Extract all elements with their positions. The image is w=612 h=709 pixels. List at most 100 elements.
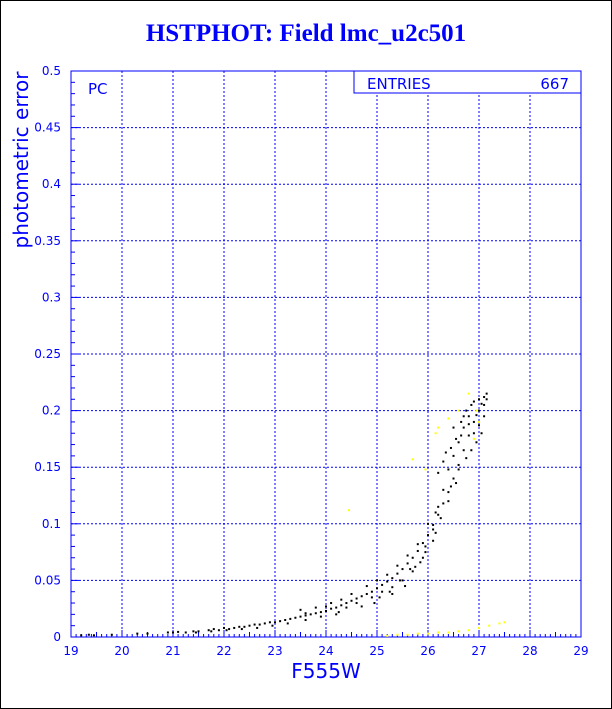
y-tick-label: 0.05	[34, 573, 61, 587]
data-point	[350, 599, 353, 602]
data-point	[401, 568, 404, 571]
data-point	[449, 485, 452, 488]
y-tick-label: 0.4	[42, 177, 61, 191]
data-point	[388, 590, 391, 593]
data-point	[345, 606, 348, 609]
data-point	[210, 630, 213, 633]
data-point	[472, 437, 475, 440]
data-point	[80, 634, 83, 637]
data-point	[289, 617, 292, 620]
x-tick-label: 19	[63, 644, 78, 658]
data-point	[256, 626, 259, 629]
data-point	[432, 523, 435, 526]
data-point	[335, 606, 338, 609]
data-point	[419, 561, 422, 564]
stats-entries-label: ENTRIES	[367, 75, 431, 93]
data-point	[340, 604, 343, 607]
data-point	[406, 633, 409, 636]
data-point	[475, 409, 478, 412]
data-point	[427, 522, 429, 525]
data-point	[248, 624, 251, 627]
data-point	[350, 592, 353, 595]
data-point	[437, 513, 440, 516]
data-point	[411, 458, 414, 461]
data-point	[396, 564, 399, 567]
y-tick-label: 0.25	[34, 347, 61, 361]
data-point	[411, 556, 414, 559]
data-point	[470, 403, 473, 406]
data-point	[319, 615, 322, 618]
data-point	[355, 597, 358, 600]
data-point	[355, 602, 358, 605]
stats-box: ENTRIES 667	[353, 70, 582, 94]
data-point	[503, 621, 506, 624]
chart-title: HSTPHOT: Field lmc_u2c501	[145, 20, 467, 47]
axis-ticks: 19 20 21 22 23 24 25 26 27 28 29 0 0.05 0.1 0.15 0.2 0.2…	[34, 64, 588, 658]
y-tick-label: 0.3	[42, 290, 61, 304]
data-point	[401, 579, 404, 582]
data-point	[274, 621, 276, 624]
data-point	[478, 626, 480, 629]
y-tick-label: 0.2	[42, 404, 61, 418]
data-point	[223, 626, 225, 629]
data-point	[365, 585, 368, 588]
data-point	[337, 611, 340, 614]
data-point	[465, 457, 468, 460]
data-point	[447, 631, 450, 634]
data-point	[480, 432, 483, 435]
data-point	[225, 629, 228, 632]
data-point	[177, 630, 180, 633]
data-point	[299, 608, 302, 611]
grid-lines	[71, 71, 581, 637]
data-point	[286, 622, 289, 625]
x-tick-label: 28	[522, 644, 537, 658]
stats-entries-value: 667	[540, 75, 569, 93]
data-point	[434, 432, 437, 435]
y-tick-label: 0.5	[42, 64, 61, 78]
data-point	[381, 583, 384, 586]
data-point	[452, 426, 455, 429]
data-point	[488, 624, 491, 627]
data-point	[447, 468, 450, 471]
x-tick-label: 23	[267, 644, 282, 658]
data-point	[378, 596, 381, 599]
data-point	[457, 468, 460, 471]
data-point	[391, 586, 394, 589]
data-point	[345, 602, 348, 605]
data-point	[447, 500, 450, 503]
data-point	[483, 396, 486, 399]
data-point	[457, 463, 460, 466]
data-point	[462, 449, 465, 452]
data-point	[263, 622, 266, 625]
data-point	[304, 614, 307, 617]
data-point	[284, 619, 287, 622]
data-point	[455, 482, 458, 485]
data-point	[485, 392, 488, 395]
data-point	[304, 612, 307, 615]
data-point	[442, 488, 445, 491]
data-point	[478, 424, 480, 427]
data-point	[432, 528, 435, 531]
data-point	[444, 451, 447, 454]
data-point	[360, 605, 363, 608]
data-point	[319, 611, 322, 614]
data-point	[467, 423, 470, 426]
data-point	[457, 441, 460, 444]
y-tick-label: 0.1	[42, 517, 61, 531]
data-point	[455, 437, 458, 440]
data-point	[457, 630, 460, 633]
data-point	[414, 565, 417, 568]
data-point	[192, 630, 195, 633]
data-point	[416, 543, 419, 546]
data-point	[172, 631, 174, 634]
data-point	[404, 585, 407, 588]
data-point	[258, 623, 261, 626]
data-point	[330, 607, 333, 610]
data-point	[184, 631, 187, 634]
data-point	[467, 415, 470, 418]
data-point	[478, 398, 480, 401]
data-point	[391, 577, 394, 580]
x-tick-label: 21	[165, 644, 180, 658]
data-point	[442, 502, 445, 505]
